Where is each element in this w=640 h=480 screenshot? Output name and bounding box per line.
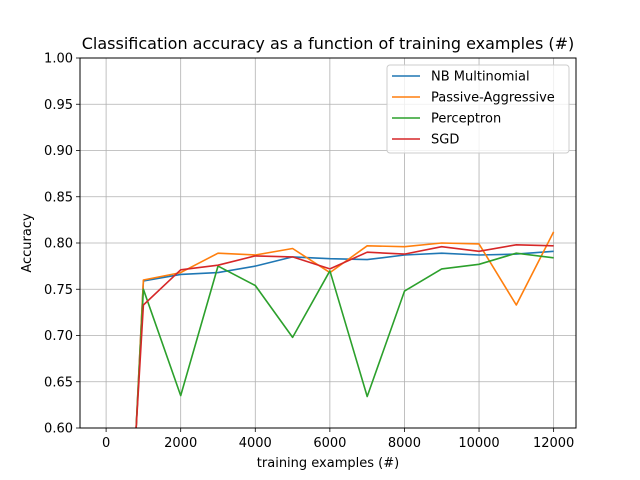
y-tick-label: 1.00 xyxy=(44,52,73,67)
y-tick-label: 0.95 xyxy=(44,98,73,113)
y-tick-label: 0.70 xyxy=(44,329,73,344)
x-tick-label: 12000 xyxy=(533,436,574,451)
series-line-perceptron xyxy=(135,252,554,428)
x-tick-label: 10000 xyxy=(458,436,499,451)
legend-label: SGD xyxy=(431,133,459,148)
x-tick-label: 0 xyxy=(102,436,110,451)
y-tick-label: 0.65 xyxy=(44,375,73,390)
x-tick-label: 2000 xyxy=(164,436,197,451)
x-tick-label: 4000 xyxy=(239,436,272,451)
chart-title: Classification accuracy as a function of… xyxy=(82,34,575,53)
series-lines xyxy=(135,231,555,428)
y-axis-label: Accuracy xyxy=(20,213,35,273)
legend-label: Perceptron xyxy=(431,112,501,127)
y-tick-label: 0.60 xyxy=(44,422,73,437)
series-line-nb-multinomial xyxy=(135,250,554,428)
x-tick-label: 6000 xyxy=(313,436,346,451)
y-tick-label: 0.85 xyxy=(44,190,73,205)
y-tick-label: 0.75 xyxy=(44,283,73,298)
legend-label: Passive-Aggressive xyxy=(431,91,555,106)
x-axis-label: training examples (#) xyxy=(257,456,399,471)
legend-label: NB Multinomial xyxy=(431,70,530,85)
series-line-sgd xyxy=(135,244,554,428)
y-tick-label: 0.90 xyxy=(44,144,73,159)
y-tick-label: 0.80 xyxy=(44,237,73,252)
x-tick-label: 8000 xyxy=(388,436,421,451)
axis-ticks: 0 2000 4000 6000 8000 10000 12000 0.60 0.65 0.70 0… xyxy=(44,52,574,452)
legend-box xyxy=(386,64,570,154)
legend: NB Multinomial Passive-Aggressive Perceptr… xyxy=(386,64,570,154)
